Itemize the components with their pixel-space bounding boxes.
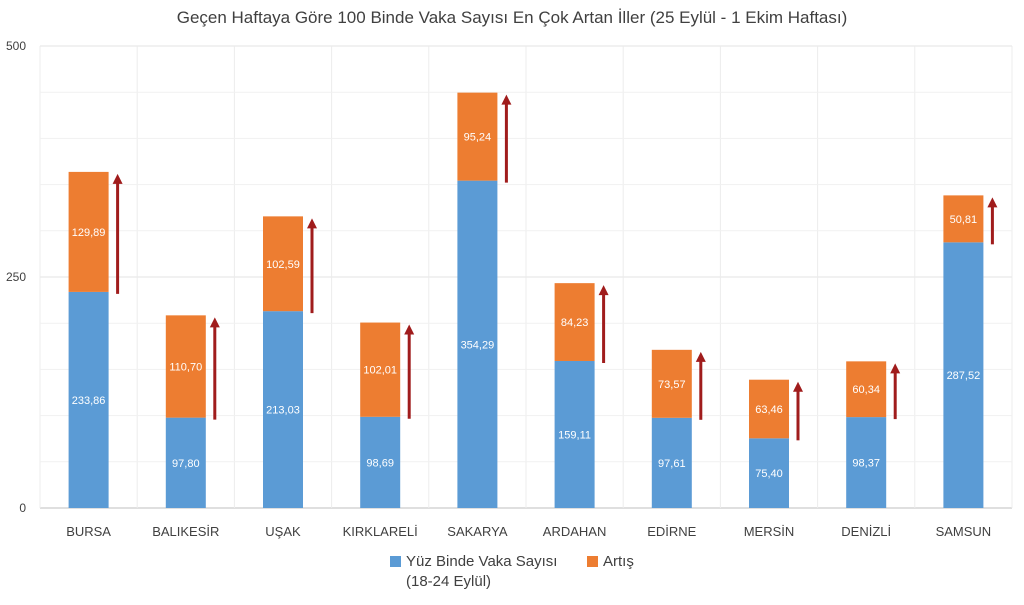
data-label-base: 97,80 — [172, 458, 200, 470]
bar-base-4 — [457, 180, 498, 508]
bar-increase-2 — [263, 216, 303, 312]
bar-base-6 — [651, 417, 692, 508]
bar-increase-5 — [554, 283, 595, 361]
increase-arrow-head — [404, 324, 415, 335]
data-label-base: 98,37 — [852, 458, 880, 470]
bar-increase-9 — [943, 195, 984, 243]
bar-increase-4 — [457, 92, 498, 181]
increase-arrow-head — [501, 94, 512, 105]
x-tick-label: BURSA — [66, 524, 111, 539]
bar-base-5 — [554, 360, 595, 508]
legend-swatch-base — [390, 556, 401, 567]
increase-arrow-head — [987, 197, 998, 208]
increase-arrow-head — [209, 317, 220, 328]
data-label-increase: 63,46 — [755, 404, 783, 416]
increase-arrows — [112, 94, 998, 441]
bar-base-9 — [943, 242, 984, 508]
x-tick-label: SAMSUN — [936, 524, 992, 539]
bars — [68, 92, 984, 508]
data-label-base: 97,61 — [658, 458, 686, 470]
bar-increase-7 — [749, 379, 789, 439]
bar-base-8 — [846, 417, 887, 508]
x-tick-label: SAKARYA — [447, 524, 508, 539]
bar-increase-8 — [846, 361, 887, 418]
data-label-increase: 60,34 — [852, 384, 880, 396]
increase-arrow-head — [307, 218, 317, 229]
x-tick-label: UŞAK — [265, 524, 301, 539]
data-labels: 233,86 129,89 97,80 110,70 213,03 102,59 98,69… — [72, 132, 980, 481]
data-label-base: 75,40 — [755, 468, 783, 480]
x-tick-label: ARDAHAN — [543, 524, 607, 539]
increase-arrow-head — [598, 285, 609, 296]
data-label-base: 233,86 — [72, 395, 106, 407]
x-tick-label: KIRKLARELİ — [343, 524, 418, 539]
x-tick-label: EDİRNE — [647, 524, 696, 539]
axes: 0 250 500 BURSA BALIKESİR UŞAK KIRKLARELİ SAKAR… — [6, 39, 991, 539]
data-label-base: 354,29 — [461, 339, 495, 351]
data-label-increase: 95,24 — [464, 132, 492, 144]
y-tick-label: 500 — [6, 39, 26, 53]
bar-base-1 — [165, 417, 206, 508]
increase-arrow-head — [112, 173, 123, 184]
bar-increase-6 — [651, 349, 692, 418]
bar-increase-3 — [360, 322, 401, 417]
data-label-increase: 110,70 — [169, 361, 202, 373]
bar-base-2 — [263, 311, 303, 508]
increase-arrow-head — [695, 351, 706, 362]
legend-label-increase: Artış — [603, 553, 634, 570]
data-label-base: 98,69 — [366, 457, 394, 469]
legend-label-base: Yüz Binde Vaka Sayısı (18-24 Eylül) — [406, 553, 558, 590]
data-label-base: 287,52 — [947, 370, 981, 382]
y-tick-label: 0 — [19, 501, 26, 515]
data-label-increase: 102,59 — [266, 259, 300, 271]
data-label-increase: 50,81 — [950, 214, 978, 226]
bar-base-0 — [68, 291, 109, 508]
x-tick-label: DENİZLİ — [841, 524, 891, 539]
data-label-increase: 129,89 — [72, 227, 106, 239]
data-label-increase: 102,01 — [363, 365, 397, 377]
bar-base-7 — [749, 438, 789, 508]
increase-arrow-head — [890, 363, 901, 374]
bar-base-3 — [360, 416, 401, 508]
bar-increase-0 — [68, 171, 109, 292]
data-label-base: 213,03 — [266, 405, 300, 417]
x-tick-label: MERSİN — [744, 524, 795, 539]
y-tick-label: 250 — [6, 270, 26, 284]
legend-swatch-increase — [587, 556, 598, 567]
data-label-increase: 73,57 — [658, 379, 686, 391]
data-label-increase: 84,23 — [561, 317, 589, 329]
increase-arrow-head — [793, 381, 803, 392]
chart-title: Geçen Haftaya Göre 100 Binde Vaka Sayısı… — [176, 8, 848, 27]
x-tick-label: BALIKESİR — [152, 524, 219, 539]
bar-increase-1 — [165, 315, 206, 418]
data-label-base: 159,11 — [558, 429, 591, 441]
